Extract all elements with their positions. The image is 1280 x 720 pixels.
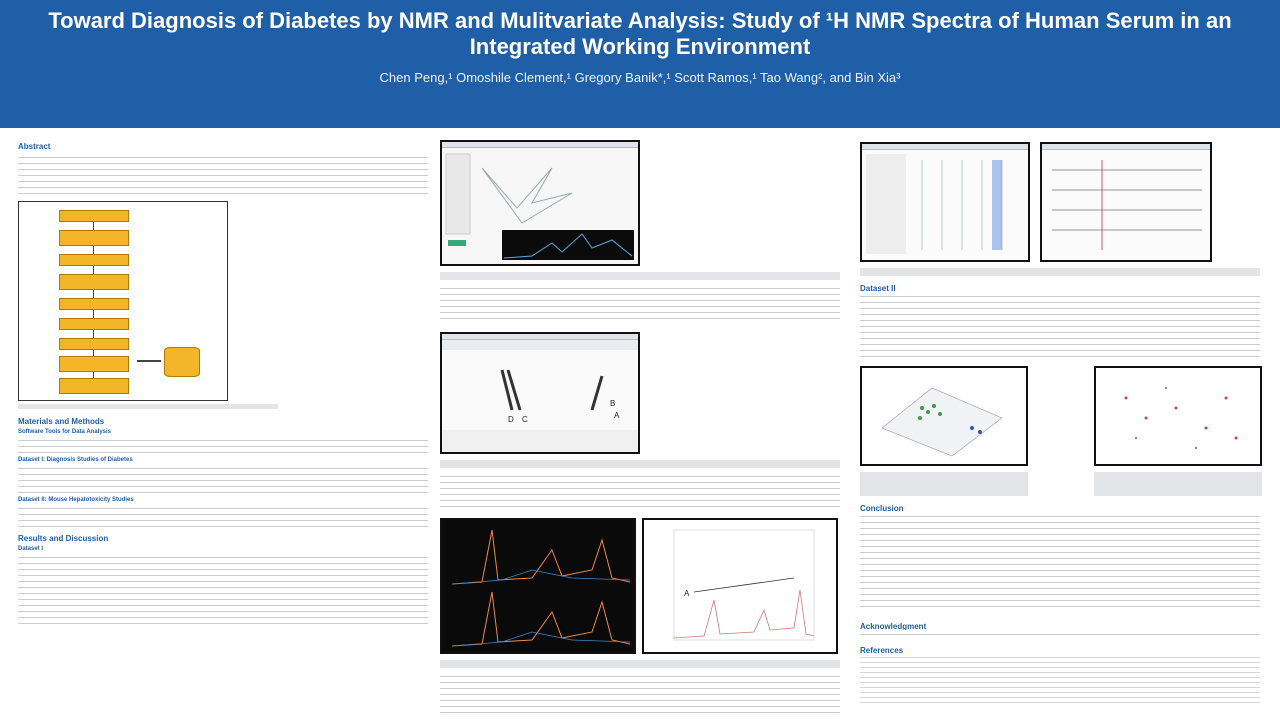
figure-5-screenshot-left [860, 142, 1030, 262]
dataset2-text [18, 504, 428, 528]
dataset2-subheading: Dataset II: Mouse Hepatotoxicity Studies [18, 497, 134, 503]
figure-6-score-plot [860, 366, 1028, 466]
figure-6-caption [860, 472, 1028, 496]
dataset1-subheading: Dataset I: Diagnosis Studies of Diabetes [18, 457, 133, 463]
figure-4-zoom-spectrum: A [642, 518, 838, 654]
middle-text-1 [440, 284, 840, 320]
middle-text-3 [440, 672, 840, 716]
dataset2-text [860, 292, 1260, 358]
figure-7-loading-plot [1094, 366, 1262, 466]
middle-text-2 [440, 472, 840, 508]
flow-step [59, 356, 129, 372]
workflow-flowchart [18, 201, 228, 401]
poster-affiliations [0, 93, 1280, 101]
flow-step [59, 298, 129, 310]
column-left: Abstract Materials and Methods Software … [18, 138, 428, 625]
materials-heading: Materials and Methods [18, 417, 105, 426]
results-heading: Results and Discussion [18, 534, 109, 543]
figure-3-caption [440, 460, 840, 468]
figure-3-screenshot: D C B A [440, 332, 640, 454]
figure-5-screenshot-right [1040, 142, 1212, 262]
conclusion-heading: Conclusion [860, 504, 904, 513]
software-subheading: Software Tools for Data Analysis [18, 429, 112, 435]
flow-step [59, 254, 129, 266]
abstract-text [18, 153, 428, 197]
flow-step [59, 338, 129, 350]
flow-step [59, 318, 129, 330]
zoom-peak-label-a: A [684, 589, 690, 598]
acknowledgment-heading: Acknowledgment [860, 622, 927, 631]
references-heading: References [860, 646, 904, 655]
dataset1-text [18, 464, 428, 494]
software-text [18, 436, 428, 454]
peak-label-d: D [508, 415, 514, 424]
results-text [18, 553, 428, 625]
dataset2-heading: Dataset II [860, 284, 896, 293]
figure-1-caption [18, 404, 278, 409]
peak-label-a: A [614, 411, 620, 420]
poster-authors: Chen Peng,¹ Omoshile Clement,¹ Gregory B… [379, 70, 901, 85]
figure-7-caption [1094, 472, 1262, 496]
flow-step [59, 274, 129, 290]
figure-4-caption [440, 660, 840, 668]
results-subheading: Dataset I [18, 546, 44, 552]
acknowledgment-text [860, 630, 1260, 636]
flow-step [59, 210, 129, 222]
figure-4-spectra [440, 518, 636, 654]
flow-step [59, 378, 129, 394]
flow-step [59, 230, 129, 246]
peak-label-c: C [522, 415, 528, 424]
references-list [860, 654, 1260, 704]
figure-2-caption [440, 272, 840, 280]
abstract-heading: Abstract [18, 142, 51, 151]
figure-2-screenshot [440, 140, 640, 266]
conclusion-text [860, 512, 1260, 612]
poster-title: Toward Diagnosis of Diabetes by NMR and … [48, 8, 1232, 59]
flow-database [164, 347, 200, 377]
poster-header: Toward Diagnosis of Diabetes by NMR and … [0, 0, 1280, 128]
peak-label-b: B [610, 399, 615, 408]
figure-5-caption [860, 268, 1260, 276]
